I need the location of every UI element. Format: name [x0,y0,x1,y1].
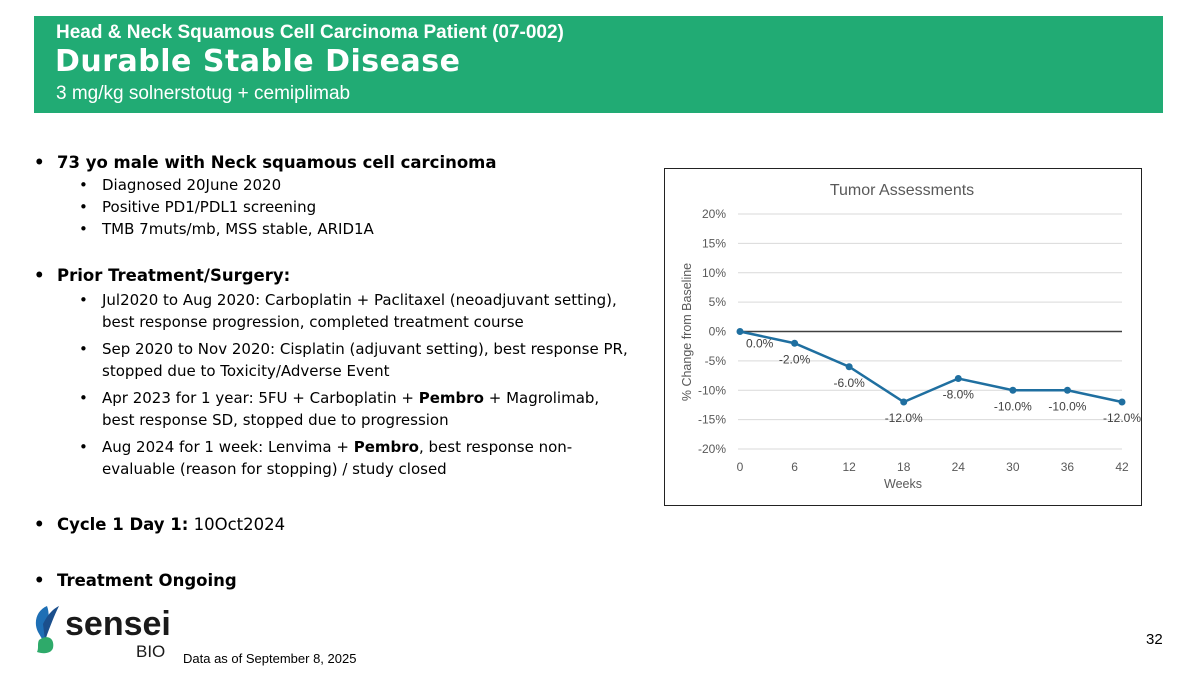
x-tick-label: 30 [1006,460,1020,474]
prior-item: Aug 2024 for 1 week: Lenvima + Pembro, b… [34,436,634,480]
chart-title: Tumor Assessments [829,182,973,199]
patient-item: TMB 7muts/mb, MSS stable, ARID1A [34,218,634,240]
data-as-of: Data as of September 8, 2025 [183,651,357,666]
chart-svg: Tumor Assessments Weeks % Change from Ba… [680,182,1141,491]
data-label: -12.0% [884,411,922,425]
x-tick-label: 36 [1060,460,1074,474]
x-tick-label: 0 [736,460,743,474]
y-axis-label: % Change from Baseline [680,262,694,400]
data-point [1008,386,1016,394]
data-point [1063,386,1071,394]
logo-wordmark: sensei [65,605,171,643]
logo-subtext: BIO [136,642,166,661]
x-tick-label: 24 [951,460,965,474]
patient-details: 73 yo male with Neck squamous cell carci… [34,152,634,592]
x-tick-label: 18 [897,460,911,474]
y-tick-label: -5% [704,353,726,367]
prior-item: Apr 2023 for 1 year: 5FU + Carboplatin +… [34,387,634,431]
header-drug: 3 mg/kg solnerstotug + cemiplimab [56,83,351,104]
prior-item: Sep 2020 to Nov 2020: Cisplatin (adjuvan… [34,338,634,382]
data-label: -8.0% [942,387,974,401]
x-tick-label: 12 [842,460,856,474]
y-tick-label: -10% [697,383,725,397]
page-number: 32 [1146,631,1163,648]
series-line [739,329,1122,403]
x-tick-label: 6 [791,460,798,474]
data-label: -2.0% [778,352,810,366]
y-tick-label: 10% [701,265,725,279]
data-point [736,327,743,335]
prior-item: Jul2020 to Aug 2020: Carboplatin + Pacli… [34,289,634,333]
data-point [790,339,798,347]
data-label: 0.0% [746,336,774,350]
y-tick-label: 5% [708,295,726,309]
header-banner: Head & Neck Squamous Cell Carcinoma Pati… [34,16,1163,113]
data-label: -6.0% [833,375,865,389]
prior-treatment-bullet: Prior Treatment/Surgery: [34,265,634,287]
header-subtitle: Head & Neck Squamous Cell Carcinoma Pati… [56,22,564,43]
x-tick-label: 42 [1115,460,1129,474]
page-title: Durable Stable Disease [55,44,461,79]
patient-item: Positive PD1/PDL1 screening [34,196,634,218]
patient-bullet: 73 yo male with Neck squamous cell carci… [34,152,634,174]
data-label: -10.0% [993,399,1031,413]
sensei-bio-logo: sensei BIO [33,604,183,661]
data-label: -10.0% [1048,399,1086,413]
tumor-chart: Tumor Assessments Weeks % Change from Ba… [664,168,1142,506]
x-axis-label: Weeks [884,477,922,491]
cycle-bullet: Cycle 1 Day 1: 10Oct2024 [34,514,634,536]
y-tick-label: 20% [701,207,725,221]
y-tick-label: -20% [697,442,725,456]
logo-mark-icon [35,606,59,654]
data-point [954,374,962,382]
data-point [899,398,907,405]
ongoing-bullet: Treatment Ongoing [34,570,634,592]
patient-item: Diagnosed 20June 2020 [34,174,634,196]
data-point [845,362,853,370]
data-point [1118,398,1125,405]
y-tick-label: 15% [701,236,725,250]
y-tick-label: 0% [708,324,726,338]
y-tick-label: -15% [697,412,725,426]
data-label: -12.0% [1102,411,1140,425]
